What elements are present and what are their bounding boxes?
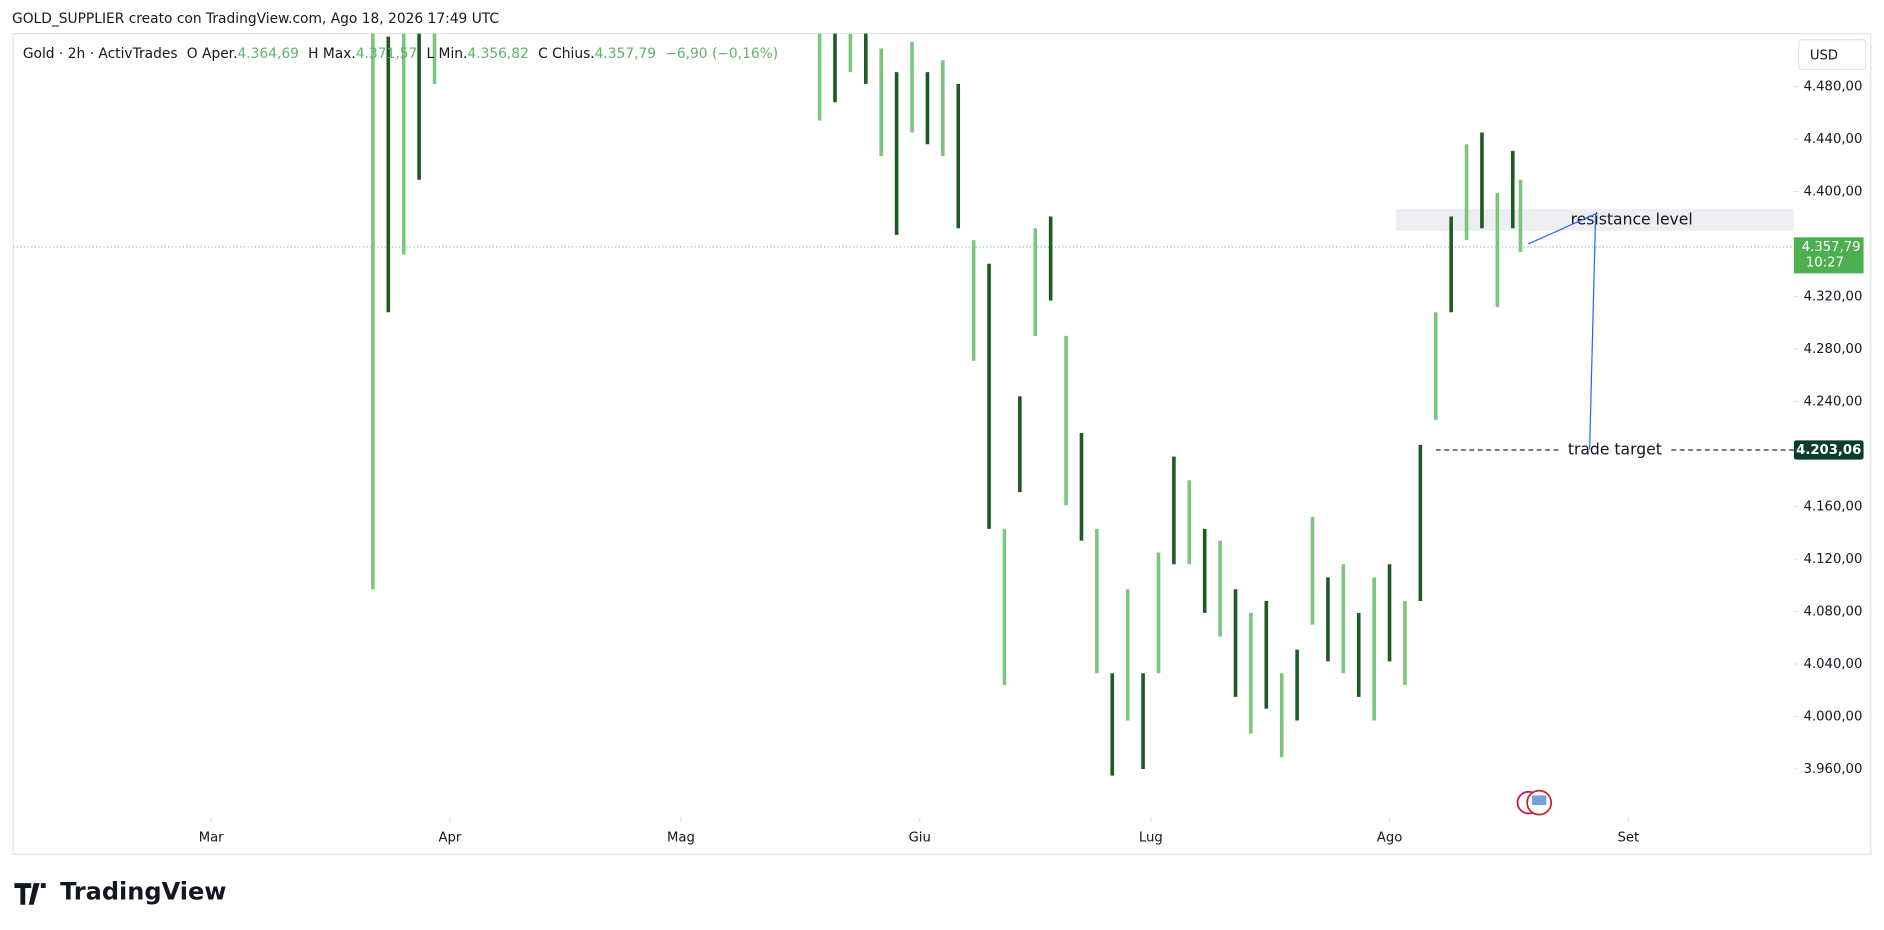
legend-change: −6,90 (−0,16%) xyxy=(665,46,778,62)
y-tick-label: 4.400,00 xyxy=(1804,185,1863,200)
y-tick-label: 4.000,00 xyxy=(1804,710,1863,725)
legend-symbol: Gold · 2h · ActivTrades xyxy=(23,46,178,62)
header: GOLD_SUPPLIER creato con TradingView.com… xyxy=(12,11,499,27)
y-tick-label: 4.160,00 xyxy=(1804,500,1863,515)
legend-open-label: Aper. xyxy=(202,46,237,62)
price-label-bg xyxy=(1793,237,1864,274)
x-tick-label: Set xyxy=(1617,830,1639,845)
legend-close: 4.357,79 xyxy=(595,46,656,62)
drawing-line xyxy=(1528,212,1597,450)
resistance-text: resistance level xyxy=(1571,210,1693,228)
y-tick-label: 4.440,00 xyxy=(1804,132,1863,147)
legend-low-label: Min. xyxy=(439,46,468,62)
plot xyxy=(13,33,1794,776)
legend-o: O xyxy=(187,46,198,62)
footer: TradingView xyxy=(60,878,226,906)
target-text-bg xyxy=(1561,440,1671,460)
price-label: 4.357,79 xyxy=(1802,240,1861,255)
currency-button[interactable] xyxy=(1798,39,1867,71)
frame xyxy=(12,33,1872,855)
y-tick-label: 4.040,00 xyxy=(1804,657,1863,672)
legend-c: C xyxy=(538,46,548,62)
legend-high-label: Max. xyxy=(323,46,356,62)
price-countdown: 10:27 xyxy=(1806,256,1844,271)
overlay: 4.480,00 4.440,00 4.400,00 4.320,00 4.280,00… xyxy=(199,80,1864,845)
x-tick-label: Lug xyxy=(1139,830,1163,845)
y-tick-label: 4.120,00 xyxy=(1804,552,1863,567)
legend-high: 4.371,57 xyxy=(356,46,417,62)
x-tick-label: Mar xyxy=(199,830,224,845)
target-label: 4.203,06 xyxy=(1796,443,1861,458)
y-tick-label: 4.080,00 xyxy=(1804,605,1863,620)
currency: USD xyxy=(1810,48,1838,63)
y-tick-label: 4.240,00 xyxy=(1804,395,1863,410)
legend-h: H xyxy=(308,46,318,62)
x-tick-label: Mag xyxy=(667,830,695,845)
target-text: trade target xyxy=(1568,441,1662,459)
y-tick-label: 4.280,00 xyxy=(1804,342,1863,357)
y-tick-label: 4.480,00 xyxy=(1804,80,1863,95)
target-label-bg xyxy=(1793,440,1864,460)
x-tick-label: Ago xyxy=(1377,830,1402,845)
legend-low: 4.356,82 xyxy=(467,46,528,62)
logo xyxy=(14,883,46,905)
x-tick-label: Apr xyxy=(438,830,461,845)
legend: Gold · 2h · ActivTrades O Aper.4.364,69 … xyxy=(23,46,778,62)
flag-icon xyxy=(1516,789,1553,816)
x-tick-label: Giu xyxy=(909,830,931,845)
legend-l: L xyxy=(426,46,434,62)
legend-open: 4.364,69 xyxy=(237,46,298,62)
y-tick-label: 4.320,00 xyxy=(1804,290,1863,305)
legend-close-label: Chius. xyxy=(552,46,595,62)
y-tick-label: 3.960,00 xyxy=(1804,762,1863,777)
